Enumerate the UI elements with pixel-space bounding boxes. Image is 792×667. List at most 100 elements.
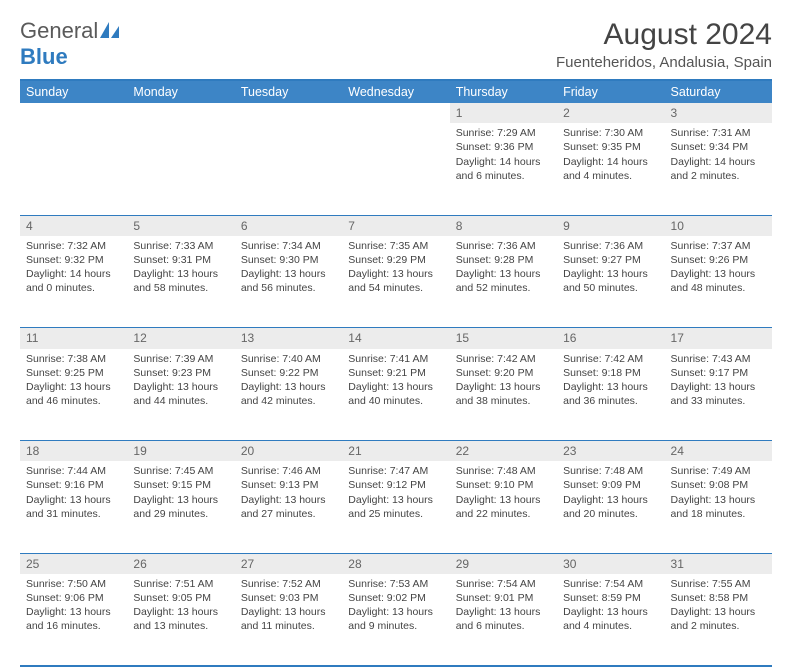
daylight-text: and 11 minutes. [241,619,336,633]
logo-sail-icon [100,18,120,44]
day-content-cell: Sunrise: 7:54 AMSunset: 9:01 PMDaylight:… [450,574,557,666]
calendar-table: Sunday Monday Tuesday Wednesday Thursday… [20,79,772,667]
sunrise-text: Sunrise: 7:39 AM [133,352,228,366]
daylight-text: Daylight: 13 hours [671,267,766,281]
sunrise-text: Sunrise: 7:54 AM [456,577,551,591]
sunset-text: Sunset: 9:32 PM [26,253,121,267]
sunrise-text: Sunrise: 7:38 AM [26,352,121,366]
day-number-cell: 3 [665,103,772,123]
day-number-cell: 26 [127,553,234,574]
sunrise-text: Sunrise: 7:45 AM [133,464,228,478]
day-content-cell: Sunrise: 7:50 AMSunset: 9:06 PMDaylight:… [20,574,127,666]
daylight-text: and 13 minutes. [133,619,228,633]
daylight-text: Daylight: 13 hours [241,267,336,281]
daylight-text: Daylight: 13 hours [133,380,228,394]
sunset-text: Sunset: 9:01 PM [456,591,551,605]
day-content-cell: Sunrise: 7:42 AMSunset: 9:18 PMDaylight:… [557,349,664,441]
sunrise-text: Sunrise: 7:40 AM [241,352,336,366]
day-content-cell: Sunrise: 7:41 AMSunset: 9:21 PMDaylight:… [342,349,449,441]
sunset-text: Sunset: 8:59 PM [563,591,658,605]
day-content-cell: Sunrise: 7:42 AMSunset: 9:20 PMDaylight:… [450,349,557,441]
daylight-text: and 54 minutes. [348,281,443,295]
day-content-cell: Sunrise: 7:46 AMSunset: 9:13 PMDaylight:… [235,461,342,553]
sunset-text: Sunset: 9:22 PM [241,366,336,380]
day-number-cell: 22 [450,441,557,462]
daylight-text: and 52 minutes. [456,281,551,295]
daylight-text: and 40 minutes. [348,394,443,408]
sunrise-text: Sunrise: 7:47 AM [348,464,443,478]
day-number-cell: 1 [450,103,557,123]
daylight-text: Daylight: 13 hours [133,605,228,619]
daylight-text: Daylight: 13 hours [348,267,443,281]
sunrise-text: Sunrise: 7:41 AM [348,352,443,366]
content-row: Sunrise: 7:29 AMSunset: 9:36 PMDaylight:… [20,123,772,215]
daynum-row: 123 [20,103,772,123]
day-content-cell: Sunrise: 7:48 AMSunset: 9:09 PMDaylight:… [557,461,664,553]
daylight-text: Daylight: 14 hours [456,155,551,169]
day-number-cell: 30 [557,553,664,574]
day-number-cell [20,103,127,123]
sunset-text: Sunset: 9:20 PM [456,366,551,380]
sunrise-text: Sunrise: 7:54 AM [563,577,658,591]
daylight-text: and 16 minutes. [26,619,121,633]
day-content-cell: Sunrise: 7:35 AMSunset: 9:29 PMDaylight:… [342,236,449,328]
daynum-row: 45678910 [20,215,772,236]
sunset-text: Sunset: 9:23 PM [133,366,228,380]
daylight-text: Daylight: 14 hours [563,155,658,169]
daylight-text: Daylight: 13 hours [671,605,766,619]
sunset-text: Sunset: 9:17 PM [671,366,766,380]
logo-text-b: Blue [20,44,68,69]
day-number-cell: 14 [342,328,449,349]
day-number-cell: 29 [450,553,557,574]
sunset-text: Sunset: 9:13 PM [241,478,336,492]
sunrise-text: Sunrise: 7:55 AM [671,577,766,591]
daylight-text: Daylight: 13 hours [456,493,551,507]
day-content-cell: Sunrise: 7:37 AMSunset: 9:26 PMDaylight:… [665,236,772,328]
sunset-text: Sunset: 9:03 PM [241,591,336,605]
sunrise-text: Sunrise: 7:49 AM [671,464,766,478]
sunrise-text: Sunrise: 7:53 AM [348,577,443,591]
sunrise-text: Sunrise: 7:36 AM [456,239,551,253]
day-content-cell: Sunrise: 7:33 AMSunset: 9:31 PMDaylight:… [127,236,234,328]
daylight-text: and 33 minutes. [671,394,766,408]
day-number-cell: 9 [557,215,664,236]
day-content-cell [127,123,234,215]
day-number-cell: 4 [20,215,127,236]
sunrise-text: Sunrise: 7:48 AM [456,464,551,478]
content-row: Sunrise: 7:44 AMSunset: 9:16 PMDaylight:… [20,461,772,553]
day-number-cell: 2 [557,103,664,123]
day-number-cell [342,103,449,123]
daylight-text: Daylight: 13 hours [563,605,658,619]
sunset-text: Sunset: 9:06 PM [26,591,121,605]
sunset-text: Sunset: 9:02 PM [348,591,443,605]
day-number-cell: 25 [20,553,127,574]
sunset-text: Sunset: 9:08 PM [671,478,766,492]
sunset-text: Sunset: 8:58 PM [671,591,766,605]
weekday-header: Friday [557,80,664,103]
daylight-text: and 18 minutes. [671,507,766,521]
day-content-cell [235,123,342,215]
day-number-cell: 20 [235,441,342,462]
sunrise-text: Sunrise: 7:50 AM [26,577,121,591]
daylight-text: and 38 minutes. [456,394,551,408]
daylight-text: Daylight: 13 hours [348,493,443,507]
day-number-cell: 24 [665,441,772,462]
sunrise-text: Sunrise: 7:32 AM [26,239,121,253]
day-content-cell: Sunrise: 7:32 AMSunset: 9:32 PMDaylight:… [20,236,127,328]
day-content-cell: Sunrise: 7:53 AMSunset: 9:02 PMDaylight:… [342,574,449,666]
weekday-header: Saturday [665,80,772,103]
content-row: Sunrise: 7:32 AMSunset: 9:32 PMDaylight:… [20,236,772,328]
sunrise-text: Sunrise: 7:31 AM [671,126,766,140]
daylight-text: and 56 minutes. [241,281,336,295]
daynum-row: 11121314151617 [20,328,772,349]
sunset-text: Sunset: 9:09 PM [563,478,658,492]
sunrise-text: Sunrise: 7:36 AM [563,239,658,253]
daylight-text: and 6 minutes. [456,169,551,183]
daylight-text: Daylight: 14 hours [26,267,121,281]
daylight-text: Daylight: 13 hours [456,267,551,281]
daylight-text: and 50 minutes. [563,281,658,295]
daylight-text: Daylight: 13 hours [563,493,658,507]
day-number-cell: 19 [127,441,234,462]
day-number-cell: 16 [557,328,664,349]
sunrise-text: Sunrise: 7:33 AM [133,239,228,253]
